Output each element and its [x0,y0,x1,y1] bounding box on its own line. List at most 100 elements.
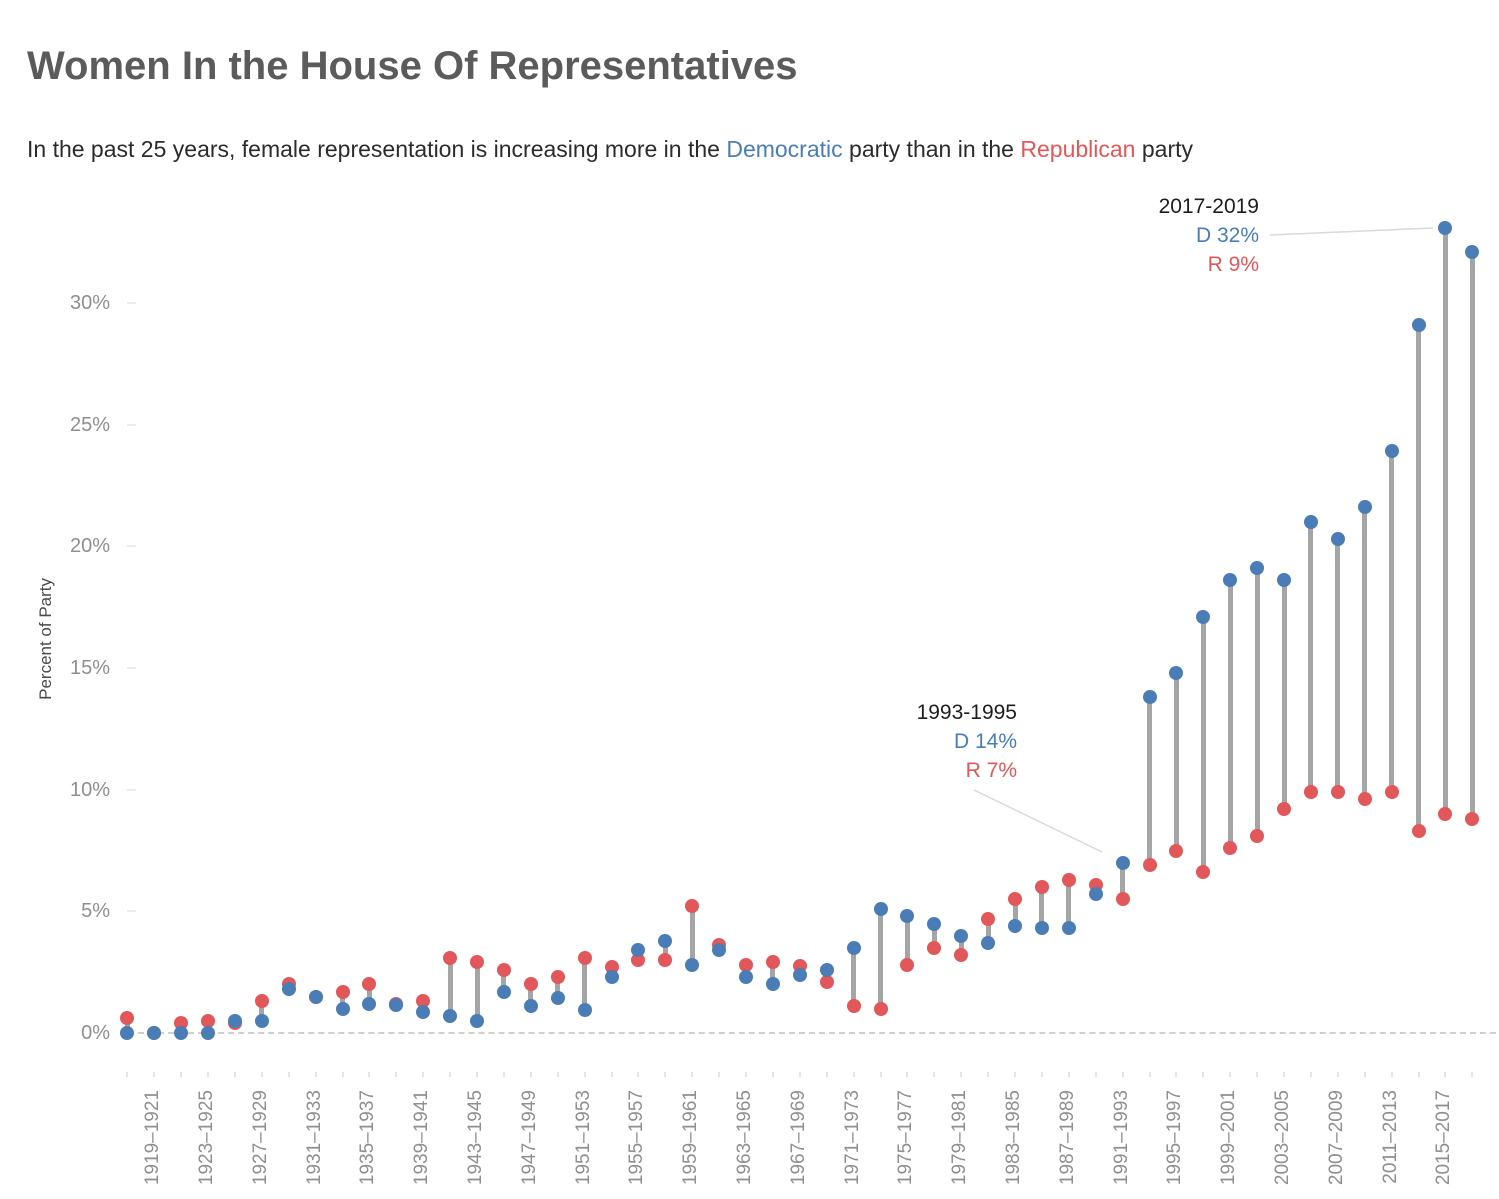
dot-republican[interactable] [1357,792,1372,807]
connector-bar [689,906,695,965]
chart-subtitle: In the past 25 years, female representat… [27,136,1193,163]
dot-democratic[interactable] [227,1013,242,1028]
dot-democratic[interactable] [631,943,646,958]
dot-democratic[interactable] [900,909,915,924]
y-tick-label: 0% [81,1022,110,1044]
dot-democratic[interactable] [819,962,834,977]
dot-republican[interactable] [1465,811,1480,826]
dot-republican[interactable] [1008,892,1022,907]
dot-democratic[interactable] [1034,921,1049,936]
dot-democratic[interactable] [739,970,753,985]
dot-republican[interactable] [1223,841,1238,856]
dot-democratic[interactable] [523,999,538,1014]
dot-republican[interactable] [685,899,700,914]
dot-democratic[interactable] [1196,609,1211,624]
dot-democratic[interactable] [1115,855,1130,870]
dot-democratic[interactable] [604,970,619,985]
dot-republican[interactable] [1303,785,1318,800]
dot-democratic[interactable] [1330,532,1345,547]
dot-democratic[interactable] [658,933,673,948]
dot-democratic[interactable] [1142,690,1157,705]
dot-democratic[interactable] [308,989,323,1004]
dot-republican[interactable] [954,948,969,963]
dot-democratic[interactable] [981,935,996,950]
dot-republican[interactable] [739,957,753,972]
dot-republican[interactable] [1250,828,1265,843]
dot-democratic[interactable] [792,967,807,982]
dot-democratic[interactable] [496,984,511,999]
dot-democratic[interactable] [147,1026,162,1040]
dot-republican[interactable] [900,957,915,972]
dot-democratic[interactable] [1088,887,1103,902]
dot-republican[interactable] [846,999,861,1014]
dot-republican[interactable] [362,977,377,992]
annotation-period: 1993-1995 [916,701,1017,724]
dot-democratic[interactable] [1250,561,1265,576]
dot-republican[interactable] [335,984,350,999]
dot-democratic[interactable] [362,996,377,1011]
dot-democratic[interactable] [1357,500,1372,515]
dot-republican[interactable] [1169,843,1184,858]
dot-democratic[interactable] [335,1001,350,1016]
dot-democratic[interactable] [1223,573,1238,588]
dot-republican[interactable] [416,994,431,1009]
dot-democratic[interactable] [1465,244,1480,259]
dot-democratic[interactable] [201,1026,215,1040]
dot-democratic[interactable] [416,1005,431,1020]
dot-democratic[interactable] [846,940,861,955]
dot-republican[interactable] [1411,824,1426,839]
dot-republican[interactable] [819,974,834,989]
dot-republican[interactable] [1142,858,1157,873]
y-tick-label: 15% [69,657,110,679]
dot-democratic[interactable] [443,1008,458,1023]
dot-democratic[interactable] [550,990,565,1005]
connector-bar [124,1018,130,1033]
dot-republican[interactable] [120,1011,135,1026]
dot-democratic[interactable] [1411,317,1426,332]
dot-democratic[interactable] [927,916,942,931]
dot-republican[interactable] [523,977,538,992]
dot-republican[interactable] [1034,880,1049,894]
dot-republican[interactable] [1196,865,1211,880]
dot-democratic[interactable] [1061,921,1076,936]
dot-republican[interactable] [550,970,565,985]
dot-democratic[interactable] [470,1013,484,1028]
dot-republican[interactable] [496,962,511,977]
dot-democratic[interactable] [873,901,888,916]
dot-republican[interactable] [765,955,780,970]
dot-democratic[interactable] [281,982,296,997]
dot-democratic[interactable] [1277,573,1291,588]
dot-democratic[interactable] [954,928,969,943]
x-tick-mark [933,1072,936,1077]
dot-republican[interactable] [1330,785,1345,800]
dot-republican[interactable] [1384,785,1399,800]
dot-republican[interactable] [470,955,484,970]
dot-democratic[interactable] [120,1026,135,1040]
dot-republican[interactable] [927,940,942,955]
dot-republican[interactable] [1277,802,1291,817]
dot-republican[interactable] [443,950,458,965]
dot-democratic[interactable] [389,998,404,1013]
dot-republican[interactable] [1438,807,1453,821]
dot-republican[interactable] [658,953,673,967]
dot-republican[interactable] [1115,892,1130,907]
dot-democratic[interactable] [712,943,727,958]
dot-democratic[interactable] [685,957,700,972]
dot-democratic[interactable] [254,1013,269,1028]
x-tick-mark [233,1072,236,1077]
dot-democratic[interactable] [1438,220,1453,235]
dot-republican[interactable] [981,911,996,926]
dot-republican[interactable] [577,950,592,965]
dot-democratic[interactable] [1384,444,1399,459]
dot-democratic[interactable] [1303,515,1318,529]
dot-democratic[interactable] [765,977,780,992]
dot-democratic[interactable] [1169,665,1184,680]
dot-republican[interactable] [254,994,269,1009]
dot-democratic[interactable] [1008,918,1022,933]
dot-democratic[interactable] [174,1026,189,1040]
dot-republican[interactable] [201,1013,215,1028]
dot-republican[interactable] [873,1001,888,1016]
dot-republican[interactable] [1061,872,1076,887]
subtitle-suffix: party [1135,136,1193,162]
dot-democratic[interactable] [577,1002,592,1017]
